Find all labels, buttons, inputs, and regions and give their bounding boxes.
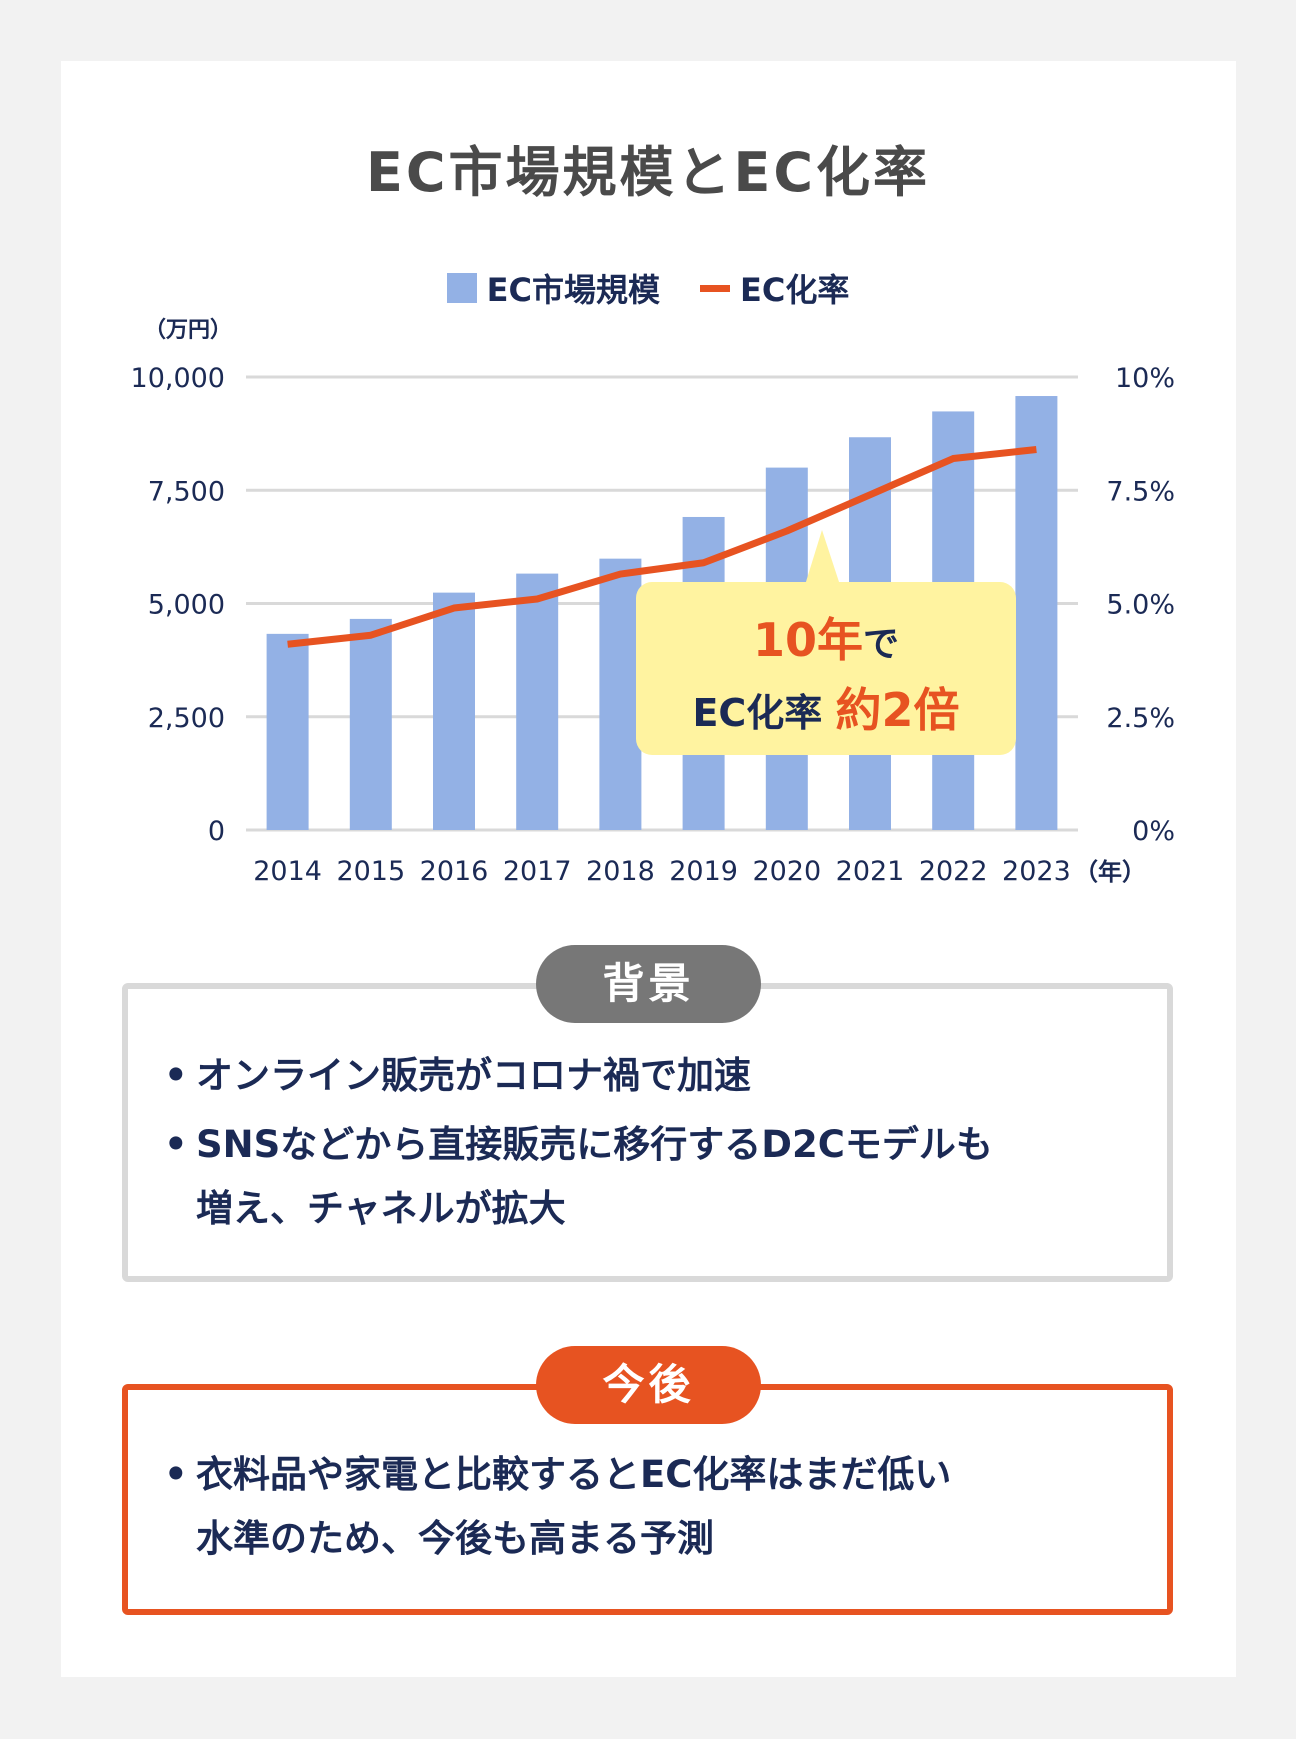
left-tick-label: 10,000 [131,363,225,394]
x-tick-label: 2019 [669,856,738,887]
item-text: SNSなどから直接販売に移行するD2Cモデルも [196,1123,993,1166]
legend: EC市場規模 EC化率 [0,265,1296,311]
x-tick-label: 2017 [503,856,572,887]
bar [599,558,642,830]
x-tick-label: 2015 [336,856,405,887]
item-text: 増え、チャネルが拡大 [196,1187,566,1230]
x-tick-label: 2016 [420,856,489,887]
left-tick-label: 7,500 [148,476,225,507]
callout-highlight-years: 10年 [752,613,863,667]
callout-line1: 10年で [636,604,1016,670]
bar [266,633,309,830]
right-tick-label: 10% [1115,363,1175,394]
legend-item-bar: EC市場規模 [446,265,660,311]
right-tick-label: 5.0% [1106,590,1175,621]
x-tick-label: 2022 [919,856,988,887]
bullet: • [164,1123,188,1166]
callout-annotation: 10年で EC化率 約2倍 [636,582,1016,755]
right-tick-label: 0% [1132,816,1175,847]
legend-item-line: EC化率 [700,265,849,311]
x-tick-label: 2020 [752,856,821,887]
callout-text: で [863,624,900,665]
callout-highlight-ratio: 約2倍 [835,683,960,737]
right-tick-label: 2.5% [1106,703,1175,734]
legend-label-bar: EC市場規模 [486,271,660,309]
x-tick-label: 2014 [253,856,322,887]
chart: 0 0% 2,500 2.5% 5,000 5.0% 7,500 7.5% 10,000 10% （… [131,318,1175,887]
background-item-1: • オンライン販売がコロナ禍で加速 [164,1044,751,1108]
x-tick-label: 2023 [1002,856,1071,887]
item-text: 衣料品や家電と比較するとEC化率はまだ低い [196,1453,952,1496]
right-tick-label: 7.5% [1106,476,1175,507]
bar [516,573,559,830]
left-tick-label: 5,000 [148,590,225,621]
chart-title: EC市場規模とEC化率 [365,141,931,204]
background-item-2: • SNSなどから直接販売に移行するD2Cモデルも 増え、チャネルが拡大 [164,1113,993,1241]
bar [349,618,392,830]
background-badge: 背景 [536,945,761,1023]
legend-swatch-line [700,284,730,292]
bullet: • [164,1453,188,1496]
item-text: オンライン販売がコロナ禍で加速 [196,1054,751,1097]
bar [433,592,475,830]
bar [1015,396,1058,830]
future-item-1: • 衣料品や家電と比較するとEC化率はまだ低い 水準のため、今後も高まる予測 [164,1443,951,1571]
background-box [122,983,1173,1282]
item-text: 水準のため、今後も高まる予測 [196,1517,714,1560]
callout-text: EC化率 [692,691,823,735]
legend-swatch-bar [446,273,477,303]
callout-pointer [805,530,840,585]
left-tick-label: 0 [208,816,225,847]
ec-rate-line [287,446,1037,648]
x-tick-label: 2021 [836,856,905,887]
x-axis-unit: （年） [1074,858,1146,886]
bullet: • [164,1054,188,1097]
legend-label-line: EC化率 [740,271,850,309]
future-badge: 今後 [536,1346,761,1424]
left-tick-label: 2,500 [148,703,225,734]
left-axis-unit: （万円） [144,318,232,343]
callout-line2: EC化率 約2倍 [636,674,1016,740]
x-tick-label: 2018 [586,856,655,887]
